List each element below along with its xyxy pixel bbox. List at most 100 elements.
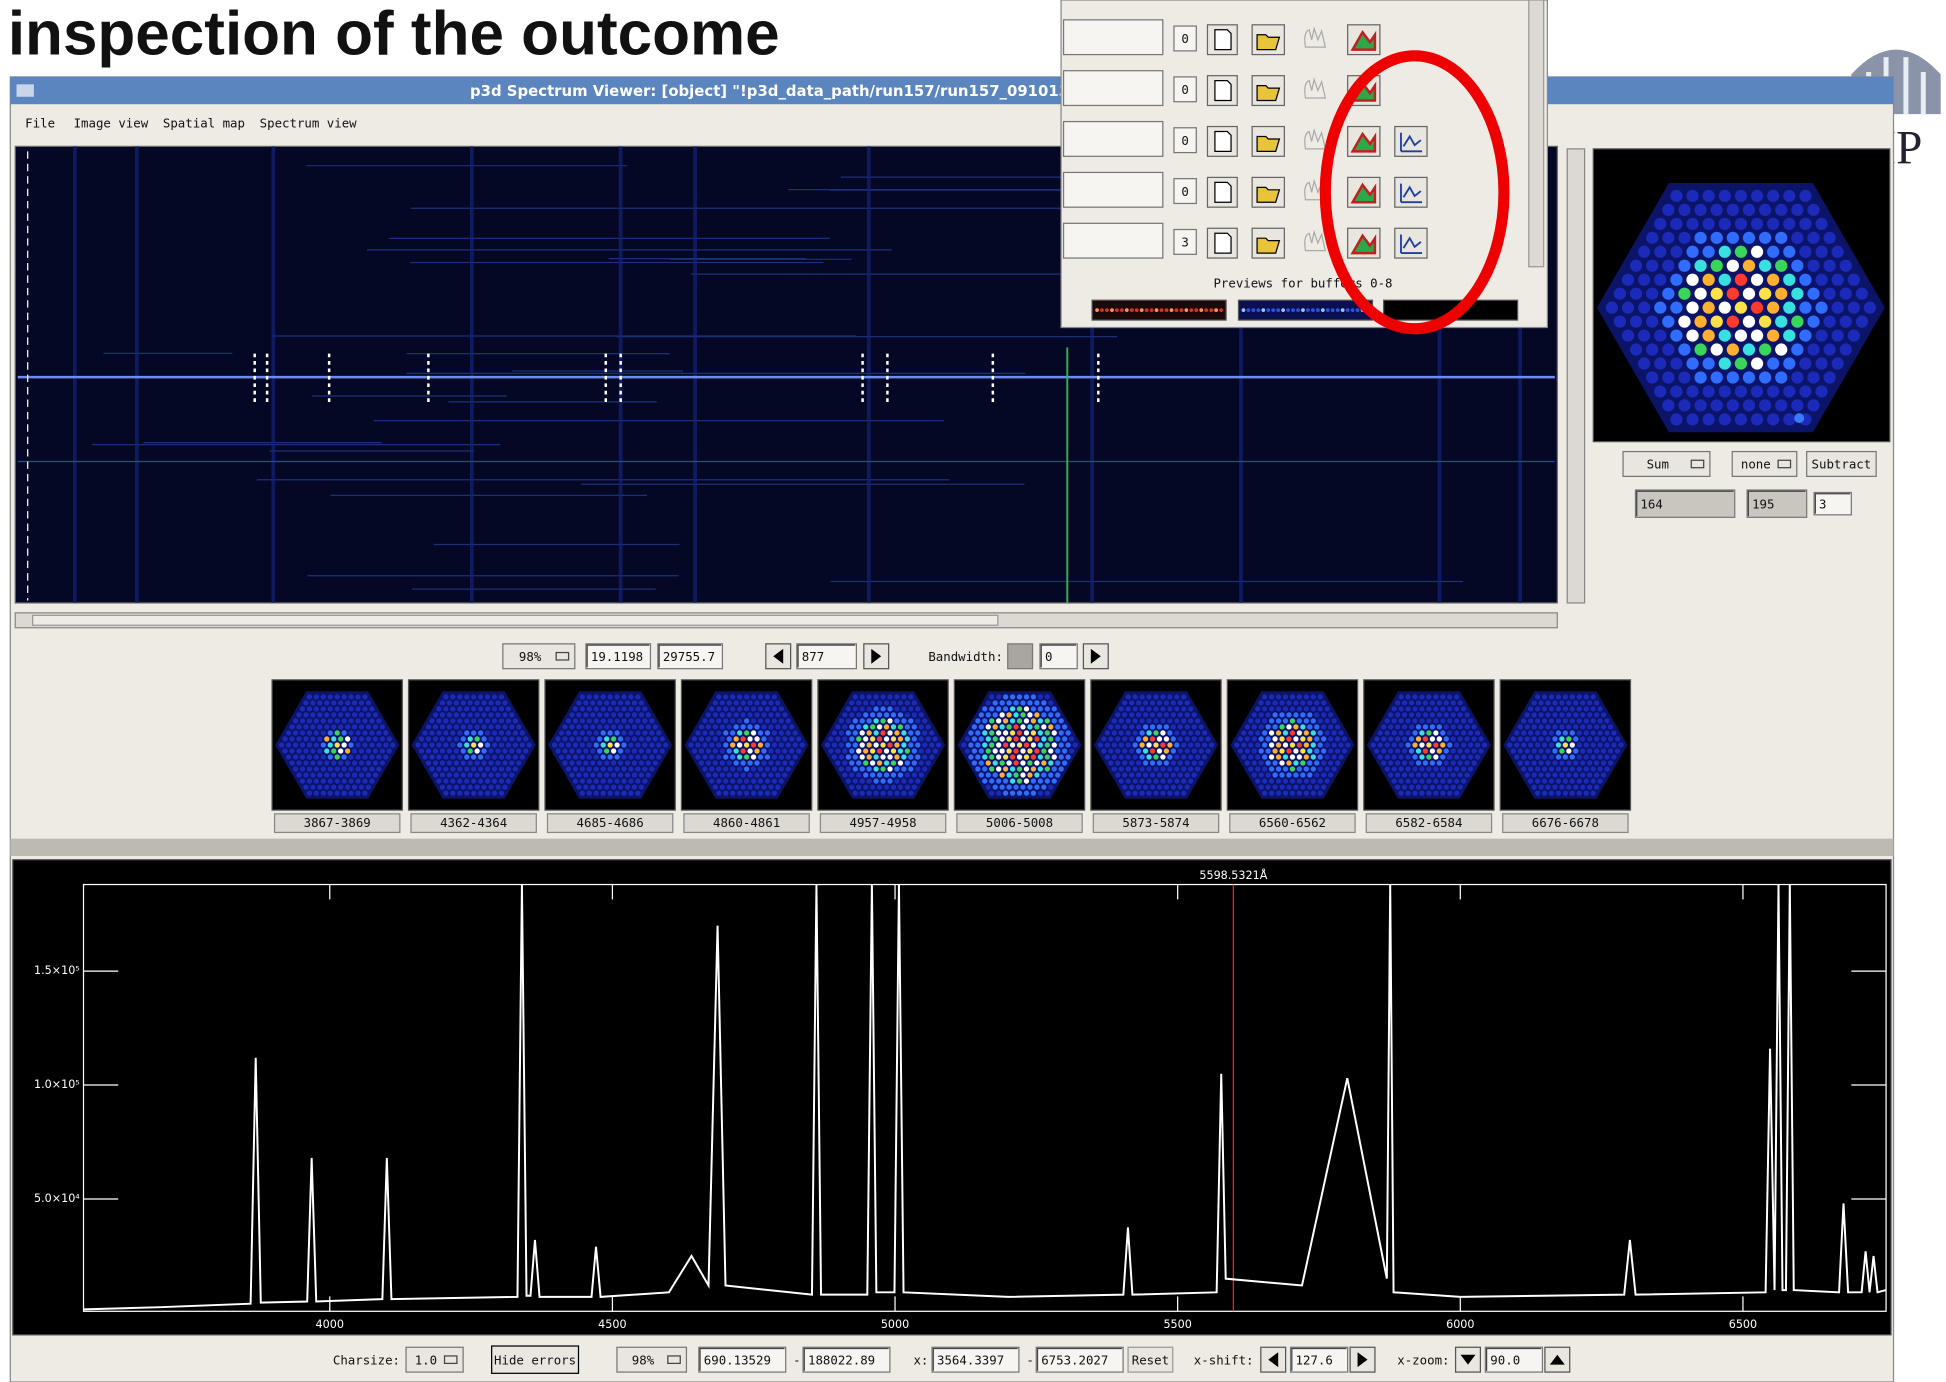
- fiber: [1311, 790, 1316, 795]
- fiber: [475, 700, 480, 705]
- fiber: [436, 778, 441, 783]
- range-separator: -: [1026, 1352, 1033, 1367]
- buffer-name-field[interactable]: [1064, 172, 1163, 207]
- fiber: [1573, 700, 1578, 705]
- fiber: [1265, 712, 1270, 717]
- fiber: [1426, 742, 1431, 747]
- bandwidth-toggle[interactable]: [1008, 644, 1033, 669]
- fiber: [1751, 302, 1763, 314]
- fiber: [982, 766, 987, 771]
- fiber: [569, 748, 574, 753]
- fiber: [562, 724, 567, 729]
- menu-item[interactable]: Spectrum view: [260, 116, 358, 131]
- fiber: [877, 760, 882, 765]
- fiber: [993, 700, 998, 705]
- fiber: [555, 736, 560, 741]
- fiber: [926, 748, 931, 753]
- fiber: [793, 730, 798, 735]
- fiber: [1686, 329, 1698, 341]
- fiber: [1440, 730, 1445, 735]
- window-title: p3d Spectrum Viewer: [object] "!p3d_data…: [470, 82, 1069, 100]
- buffer-name-field[interactable]: [1064, 122, 1163, 157]
- vertical-scrollbar[interactable]: [1567, 149, 1584, 603]
- fiber: [867, 754, 872, 759]
- fiber: [300, 742, 305, 747]
- fiber: [1385, 742, 1390, 747]
- fiber: [846, 706, 851, 711]
- fiber: [1597, 730, 1602, 735]
- fiber: [635, 718, 640, 723]
- fiber: [1279, 724, 1284, 729]
- fiber: [1454, 790, 1459, 795]
- preview-dot: [1189, 308, 1193, 312]
- fiber: [782, 760, 787, 765]
- fiber: [1262, 706, 1267, 711]
- fiber: [594, 754, 599, 759]
- menu-item[interactable]: File: [25, 116, 55, 131]
- fiber: [734, 700, 739, 705]
- fiber: [1577, 766, 1582, 771]
- fiber: [481, 748, 486, 753]
- fiber: [1143, 736, 1148, 741]
- fiber: [1743, 288, 1755, 300]
- fiber: [509, 724, 514, 729]
- fiber: [754, 784, 759, 789]
- fiber: [433, 736, 438, 741]
- fiber: [461, 748, 466, 753]
- fiber: [443, 742, 448, 747]
- x-label: x:: [913, 1352, 928, 1367]
- fiber: [1259, 724, 1264, 729]
- fiber: [768, 760, 773, 765]
- window-menu-icon[interactable]: [17, 84, 34, 96]
- fiber: [1556, 694, 1561, 699]
- fiber: [1670, 218, 1682, 230]
- fiber: [1426, 790, 1431, 795]
- fiber: [1297, 718, 1302, 723]
- fiber: [933, 748, 938, 753]
- fiber: [296, 736, 301, 741]
- fiber: [1662, 343, 1674, 355]
- fiber: [440, 712, 445, 717]
- menu-item[interactable]: Spatial map: [163, 116, 245, 131]
- buffer-name-field[interactable]: [1064, 71, 1163, 106]
- fiber: [307, 754, 312, 759]
- fiber: [1272, 772, 1277, 777]
- popup-scrollbar[interactable]: [1529, 0, 1544, 267]
- fiber: [979, 736, 984, 741]
- fiber: [1458, 712, 1463, 717]
- fiber: [1262, 754, 1267, 759]
- fiber: [1252, 772, 1257, 777]
- fiber: [1290, 790, 1295, 795]
- fiber: [1464, 736, 1469, 741]
- fiber: [1535, 766, 1540, 771]
- fiber: [1601, 736, 1606, 741]
- scroll-thumb[interactable]: [33, 615, 998, 625]
- fiber: [793, 742, 798, 747]
- fiber: [1783, 218, 1795, 230]
- fiber: [576, 784, 581, 789]
- fiber: [1601, 760, 1606, 765]
- fiber: [328, 706, 333, 711]
- fiber: [1020, 748, 1025, 753]
- fiber: [1112, 730, 1117, 735]
- fiber: [1115, 760, 1120, 765]
- fiber: [1392, 766, 1397, 771]
- fiber: [1062, 724, 1067, 729]
- menu-item[interactable]: Image view: [74, 116, 149, 131]
- fiber: [975, 718, 980, 723]
- fiber: [1017, 706, 1022, 711]
- fiber: [835, 736, 840, 741]
- fiber: [912, 700, 917, 705]
- splitter[interactable]: [10, 839, 1893, 856]
- open-icon: [1257, 136, 1279, 151]
- fiber: [1552, 748, 1557, 753]
- buffer-name-field[interactable]: [1064, 20, 1163, 55]
- fiber: [1259, 760, 1264, 765]
- fiber: [744, 718, 749, 723]
- fiber: [1409, 700, 1414, 705]
- fiber: [454, 784, 459, 789]
- fiber: [594, 730, 599, 735]
- fiber: [1171, 784, 1176, 789]
- fiber: [352, 700, 357, 705]
- buffer-name-field[interactable]: [1064, 223, 1163, 258]
